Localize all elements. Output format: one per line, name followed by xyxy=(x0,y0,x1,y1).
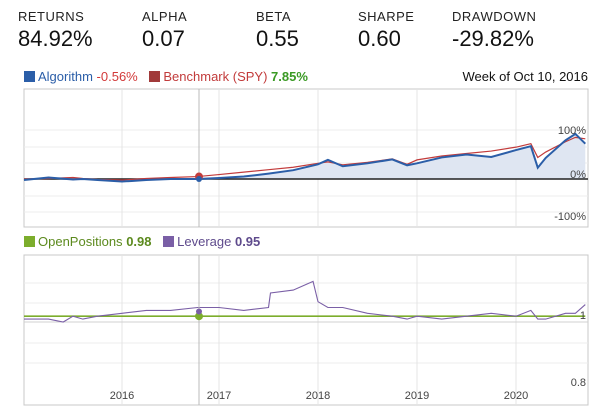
stat-label: DRAWDOWN xyxy=(452,9,537,24)
x-tick-label: 2016 xyxy=(110,390,134,402)
open-positions-swatch-icon xyxy=(24,236,35,247)
stat-value: 0.60 xyxy=(358,26,401,51)
benchmark-series-line xyxy=(23,136,586,181)
top-y-tick-label: -100% xyxy=(554,211,586,223)
bottom-y-tick-label: 0.8 xyxy=(571,377,586,389)
legend-benchmark-label: Benchmark (SPY) xyxy=(163,69,268,84)
benchmark-swatch-icon xyxy=(149,71,161,82)
legend-item-algorithm[interactable]: Algorithm -0.56% xyxy=(24,69,141,84)
leverage-series-line xyxy=(24,280,586,323)
x-tick-label: 2017 xyxy=(207,390,231,402)
legend-item-benchmark[interactable]: Benchmark (SPY) 7.85% xyxy=(149,69,308,84)
stat-label: BETA xyxy=(256,9,291,24)
bottom-legend: OpenPositions 0.98 Leverage 0.95 xyxy=(24,234,260,250)
stat-value: 0.07 xyxy=(142,26,185,51)
stat-returns: RETURNS 84.92% xyxy=(18,10,93,52)
top-legend: Algorithm -0.56% Benchmark (SPY) 7.85% xyxy=(24,69,308,85)
top-y-tick-label: 0% xyxy=(570,169,586,181)
algorithm-series-line xyxy=(23,132,587,183)
week-label: Week of Oct 10, 2016 xyxy=(462,69,589,84)
legend-algorithm-value: -0.56% xyxy=(96,69,138,84)
stat-label: ALPHA xyxy=(142,9,188,24)
stat-value: 84.92% xyxy=(18,26,93,51)
stat-sharpe: SHARPE 0.60 xyxy=(358,10,414,52)
algorithm-area xyxy=(24,133,586,182)
stats-bar: RETURNS 84.92% ALPHA 0.07 BETA 0.55 SHAR… xyxy=(0,0,600,62)
bottom-chart-frame xyxy=(23,254,589,406)
x-tick-label: 2018 xyxy=(306,390,330,402)
leverage-marker-point xyxy=(196,308,202,315)
legend-open-positions-label: OpenPositions xyxy=(38,234,123,249)
open-positions-marker-point xyxy=(195,312,203,321)
stat-label: SHARPE xyxy=(358,9,415,24)
legend-open-positions-value: 0.98 xyxy=(126,234,152,249)
legend-leverage-value: 0.95 xyxy=(234,234,261,249)
bottom-y-tick-label: 1 xyxy=(580,310,586,322)
legend-item-open-positions[interactable]: OpenPositions 0.98 xyxy=(24,234,155,249)
stat-beta: BETA 0.55 xyxy=(256,10,299,52)
stat-value: 0.55 xyxy=(256,26,299,51)
x-tick-label: 2019 xyxy=(405,390,429,402)
legend-algorithm-label: Algorithm xyxy=(38,69,93,84)
algorithm-swatch-icon xyxy=(24,71,35,82)
legend-leverage-label: Leverage xyxy=(177,234,232,249)
stat-label: RETURNS xyxy=(18,9,85,24)
stat-drawdown: DRAWDOWN -29.82% xyxy=(452,10,536,52)
leverage-swatch-icon xyxy=(163,236,175,247)
legend-item-leverage[interactable]: Leverage 0.95 xyxy=(163,234,260,249)
legend-benchmark-value: 7.85% xyxy=(271,69,308,84)
top-y-tick-label: 100% xyxy=(558,125,586,137)
algorithm-marker-point xyxy=(196,176,202,182)
stat-value: -29.82% xyxy=(452,26,534,51)
x-tick-label: 2020 xyxy=(504,390,528,402)
stat-alpha: ALPHA 0.07 xyxy=(142,10,187,52)
